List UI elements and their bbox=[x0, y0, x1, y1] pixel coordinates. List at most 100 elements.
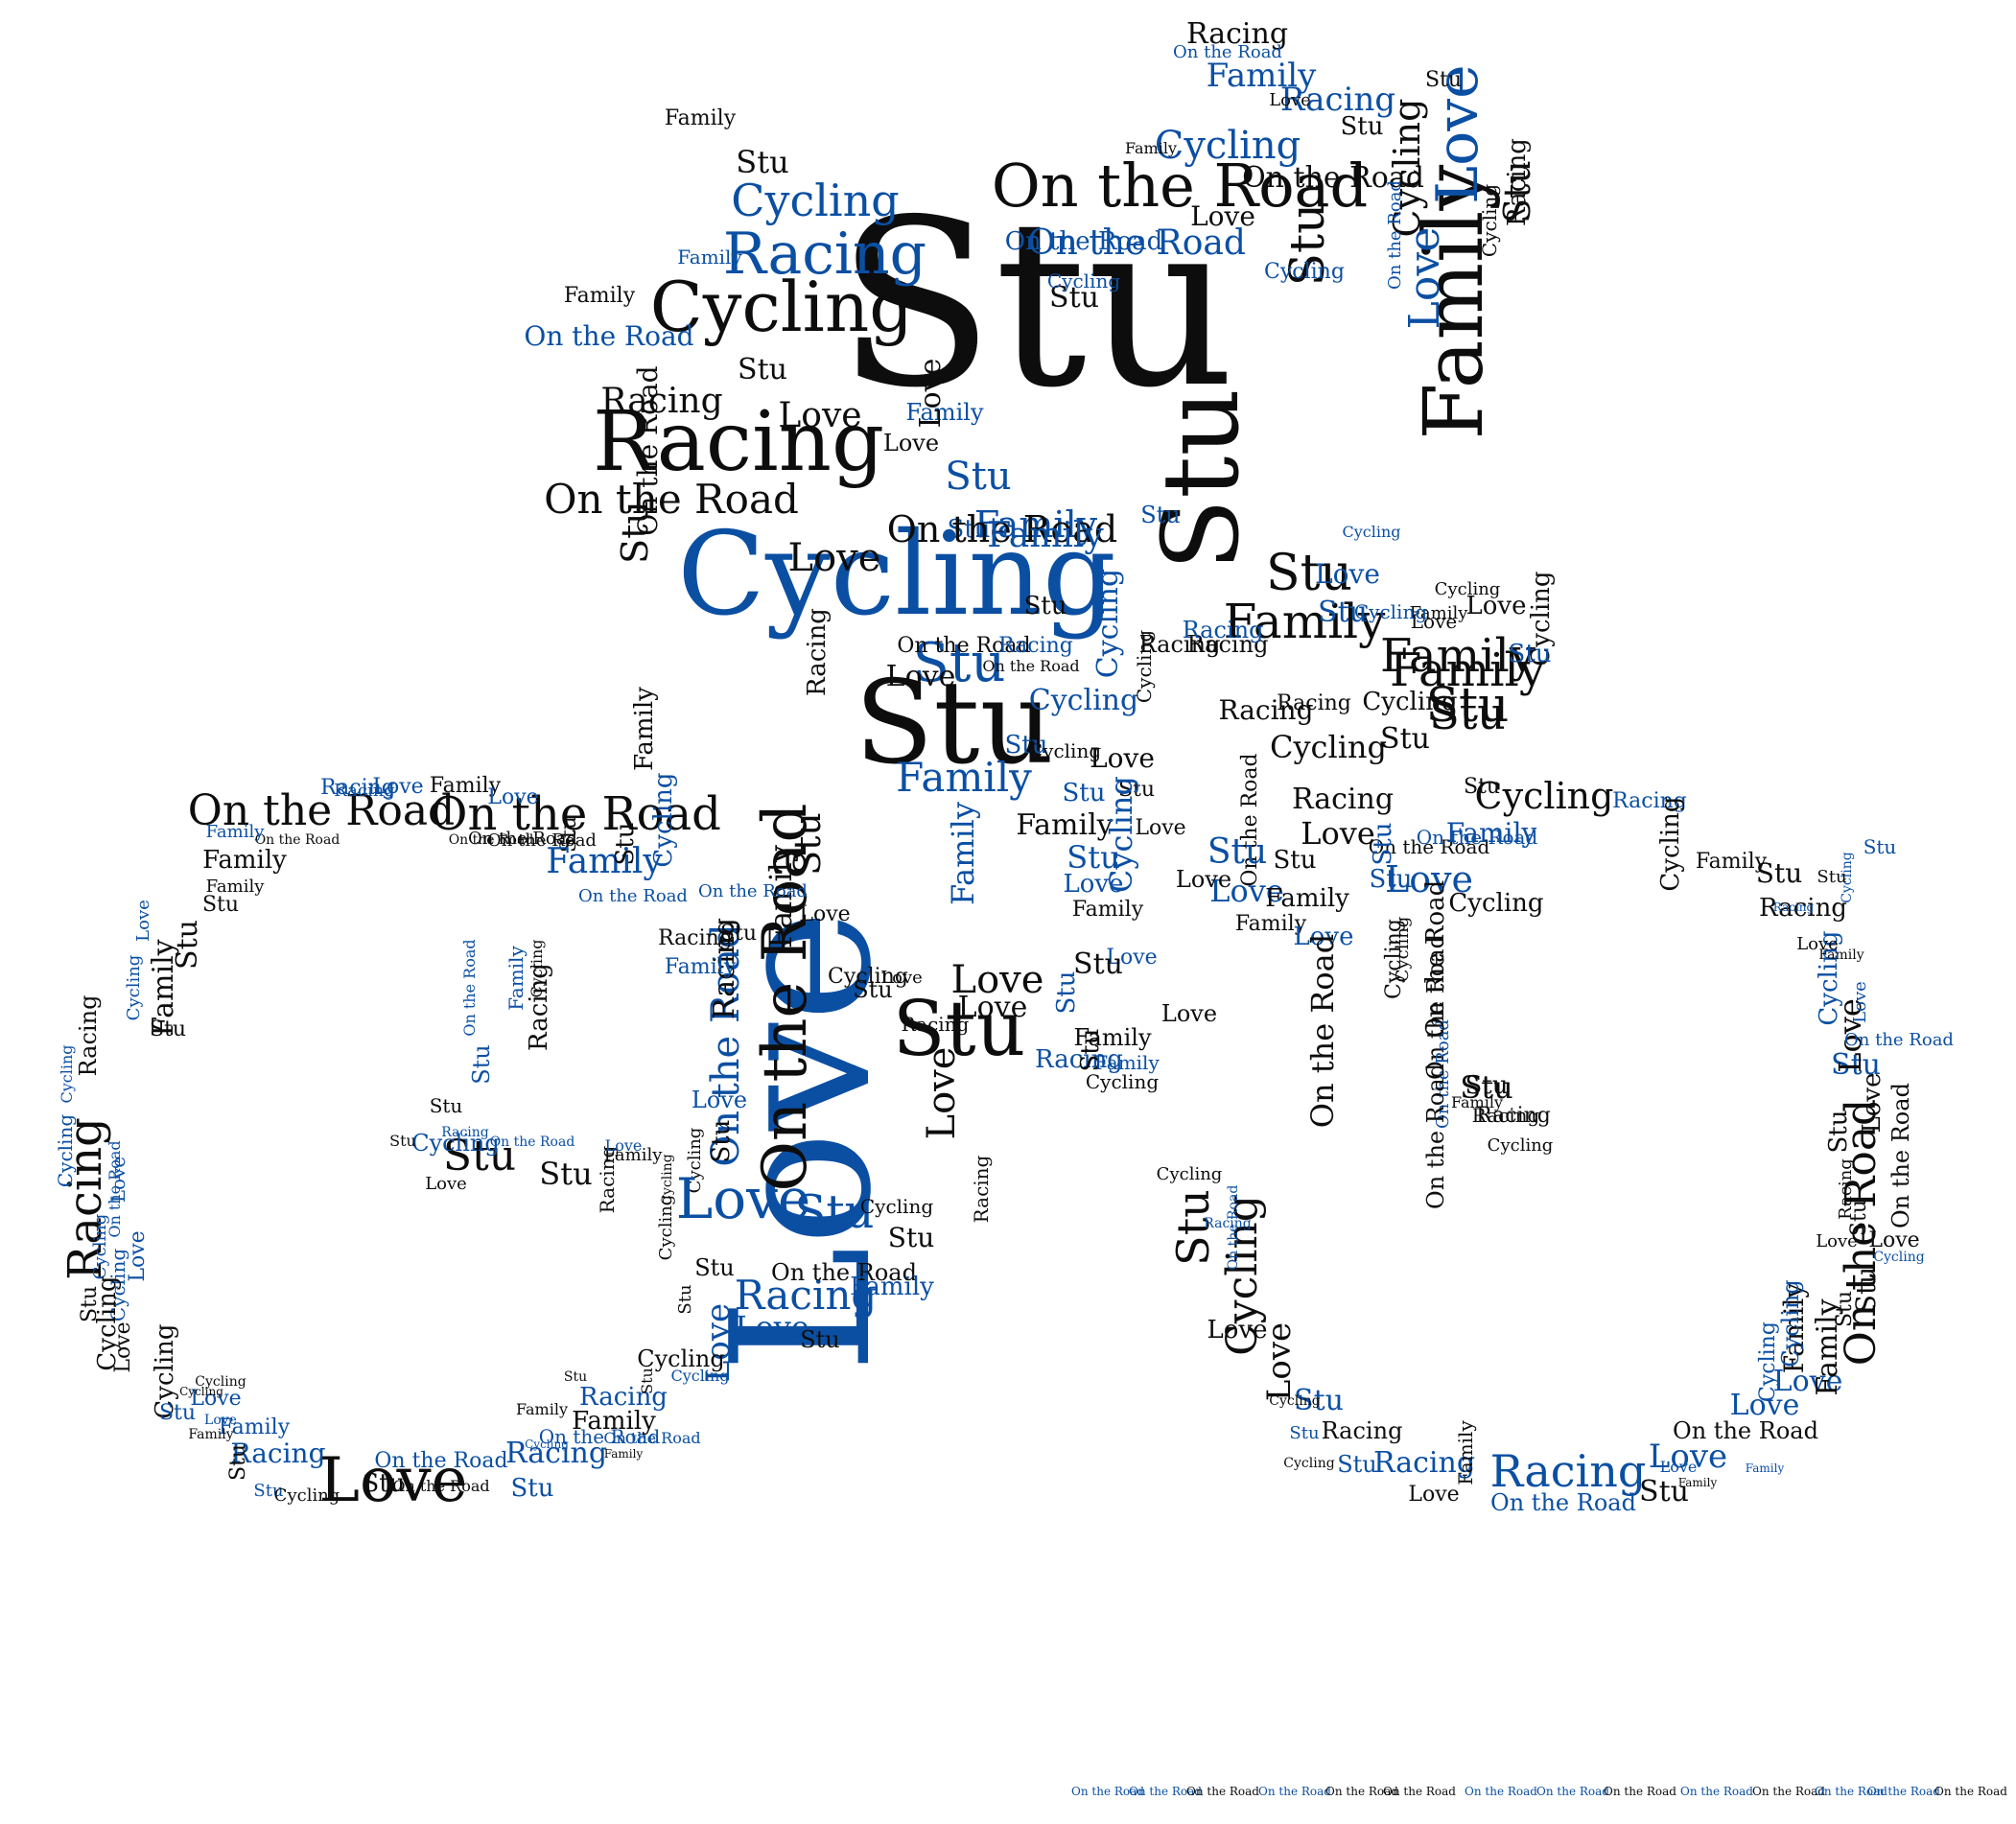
word-racing: Racing bbox=[593, 394, 884, 490]
word-stu: Stu bbox=[675, 1284, 695, 1314]
word-family: Family bbox=[1746, 1462, 1785, 1475]
word-stu: Stu bbox=[1508, 640, 1551, 668]
word-family: Family bbox=[1778, 1283, 1810, 1374]
word-on-the-road: On the Road bbox=[1837, 1099, 1886, 1366]
word-racing: Racing bbox=[1186, 17, 1288, 51]
word-love: Love bbox=[487, 785, 538, 809]
word-love: Love bbox=[318, 1445, 467, 1516]
word-cycling: Cycling bbox=[670, 1367, 729, 1385]
word-stu: Stu bbox=[171, 920, 204, 970]
word-stu: Stu bbox=[1139, 388, 1262, 571]
word-racing: Racing bbox=[334, 781, 395, 801]
word-stu: Stu bbox=[1266, 545, 1352, 602]
word-on-the-road: On the Road bbox=[460, 939, 479, 1036]
word-racing: Racing bbox=[723, 221, 926, 288]
word-love: Love bbox=[1269, 90, 1311, 110]
word-love: Love bbox=[1660, 1458, 1698, 1476]
word-cycling: Cycling bbox=[1656, 796, 1685, 891]
word-cycling: Cycling bbox=[685, 1128, 705, 1194]
word-stu: Stu bbox=[853, 976, 893, 1003]
word-on-the-road: On the Road bbox=[105, 1140, 124, 1237]
word-love: Love bbox=[1850, 981, 1870, 1023]
word-stu: Stu bbox=[1429, 688, 1506, 739]
word-racing: Racing bbox=[735, 1272, 878, 1319]
word-family: Family bbox=[1811, 1298, 1844, 1395]
word-on-the-road: On the Road bbox=[1433, 1019, 1453, 1129]
word-cycling: Cycling bbox=[1448, 889, 1543, 918]
word-cycling: Cycling bbox=[731, 175, 899, 226]
word-racing: Racing bbox=[1503, 138, 1532, 226]
word-racing: Racing bbox=[1292, 783, 1394, 816]
word-love: Love bbox=[958, 991, 1028, 1024]
word-family: Family bbox=[665, 955, 737, 979]
word-stu: Stu bbox=[468, 1044, 495, 1085]
word-on-the-road: On the Road bbox=[1258, 1785, 1331, 1798]
word-cycling: Cycling bbox=[1103, 776, 1139, 893]
word-stu: Stu bbox=[945, 455, 1011, 499]
word-stu: Stu bbox=[557, 816, 581, 853]
word-love: Love bbox=[692, 1087, 747, 1113]
word-on-the-road: On the Road bbox=[1173, 42, 1282, 62]
word-stu: Stu bbox=[888, 1222, 934, 1253]
word-stu: Stu bbox=[1756, 857, 1802, 889]
word-cycling: Cycling bbox=[1269, 1393, 1320, 1409]
word-cycling: Cycling bbox=[1028, 739, 1101, 762]
word-racing: Racing bbox=[1035, 1045, 1123, 1074]
word-family: Family bbox=[1235, 912, 1307, 936]
word-love: Love bbox=[605, 1136, 643, 1155]
word-love: Love bbox=[1176, 866, 1231, 893]
word-cycling: Cycling bbox=[1815, 930, 1843, 1025]
word-family: Family bbox=[1074, 1024, 1152, 1051]
word-love: Love bbox=[1411, 610, 1457, 633]
word-family: Family bbox=[677, 246, 742, 269]
word-stu: Stu bbox=[614, 501, 656, 564]
word-family: Family bbox=[147, 939, 180, 1036]
word-on-the-road: On the Road bbox=[771, 1259, 917, 1286]
word-racing: Racing bbox=[1183, 617, 1264, 643]
word-cycling: Cycling bbox=[1354, 600, 1427, 623]
word-stu: Stu bbox=[800, 1326, 840, 1353]
word-on-the-road: On the Road bbox=[544, 476, 799, 523]
word-love: Love bbox=[133, 900, 153, 942]
word-love: Love bbox=[778, 396, 861, 435]
word-family: Family bbox=[1818, 947, 1864, 963]
word-racing: Racing bbox=[1836, 1158, 1856, 1220]
word-stu: Stu bbox=[720, 922, 757, 946]
word-cycling: Cycling bbox=[1386, 99, 1428, 238]
word-family: Family bbox=[665, 106, 737, 130]
word-cycling: Cycling bbox=[649, 772, 678, 867]
word-stu: Stu bbox=[1369, 865, 1412, 894]
word-racing: Racing bbox=[579, 1383, 668, 1412]
word-on-the-road: On the Road bbox=[1536, 1785, 1609, 1798]
word-love: Love bbox=[1190, 200, 1255, 232]
word-stu: Stu bbox=[1207, 832, 1267, 872]
word-on-the-road: On the Road bbox=[982, 657, 1079, 675]
word-love: Love bbox=[1209, 873, 1284, 909]
word-cycling: Cycling bbox=[1264, 260, 1345, 284]
word-stu: Stu bbox=[1023, 592, 1067, 620]
word-cycling: Cycling bbox=[637, 1345, 725, 1372]
word-racing: Racing bbox=[59, 1117, 112, 1280]
word-on-the-road: On the Road bbox=[1385, 180, 1405, 290]
word-stu: Stu bbox=[443, 1132, 516, 1181]
word-racing: Racing bbox=[1472, 1104, 1540, 1127]
word-stu: Stu bbox=[794, 1185, 874, 1239]
word-love: Love bbox=[111, 1321, 135, 1372]
word-family: Family bbox=[1265, 884, 1349, 913]
word-family: Family bbox=[188, 1427, 233, 1442]
word-on-the-road: On the Road bbox=[1421, 880, 1450, 1039]
word-family: Family bbox=[206, 822, 266, 842]
word-love: Love bbox=[1135, 816, 1185, 840]
word-racing: Racing bbox=[1139, 631, 1221, 658]
word-racing: Racing bbox=[596, 1145, 619, 1213]
word-on-the-road: On the Road bbox=[1844, 1030, 1954, 1050]
word-family: Family bbox=[1094, 1051, 1160, 1074]
word-on-the-road: On the Road bbox=[750, 803, 821, 1191]
word-stu: Stu bbox=[1850, 1267, 1882, 1313]
word-love: Love bbox=[883, 430, 939, 456]
word-family: Family bbox=[604, 1447, 644, 1461]
word-racing: Racing bbox=[1490, 1445, 1647, 1497]
word-racing: Racing bbox=[320, 776, 395, 800]
word-stu: Stu bbox=[1140, 502, 1181, 528]
